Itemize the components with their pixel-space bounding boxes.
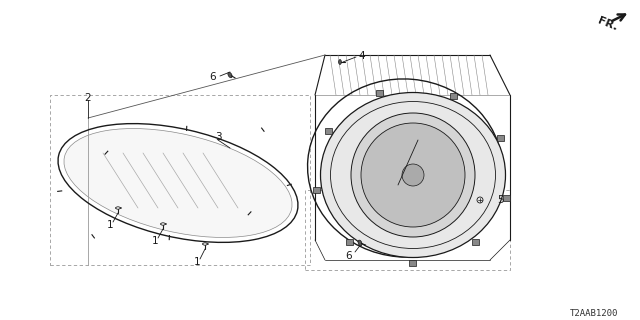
Text: 4: 4 <box>358 51 365 61</box>
Bar <box>324 128 332 134</box>
Text: 6: 6 <box>346 251 352 261</box>
Ellipse shape <box>161 223 165 225</box>
Bar <box>503 195 510 201</box>
Text: T2AAB1200: T2AAB1200 <box>570 308 618 317</box>
Text: 1: 1 <box>152 236 158 246</box>
Bar <box>376 90 383 96</box>
Ellipse shape <box>64 129 292 237</box>
Text: 1: 1 <box>194 257 200 267</box>
Ellipse shape <box>321 92 506 258</box>
Bar <box>313 187 320 193</box>
Ellipse shape <box>203 243 207 245</box>
Text: 3: 3 <box>214 132 221 142</box>
Ellipse shape <box>358 240 362 246</box>
Bar <box>450 93 457 99</box>
Bar <box>346 239 353 245</box>
Text: 5: 5 <box>497 195 503 205</box>
Ellipse shape <box>351 113 475 237</box>
Text: 6: 6 <box>210 72 216 82</box>
Bar <box>409 260 416 266</box>
Ellipse shape <box>402 164 424 186</box>
Ellipse shape <box>339 60 341 64</box>
Text: 1: 1 <box>107 220 113 230</box>
Bar <box>472 239 479 245</box>
Ellipse shape <box>116 207 120 209</box>
Bar <box>497 135 504 141</box>
Text: 2: 2 <box>84 93 92 103</box>
Ellipse shape <box>228 72 232 78</box>
Text: FR.: FR. <box>596 16 619 32</box>
Ellipse shape <box>361 123 465 227</box>
